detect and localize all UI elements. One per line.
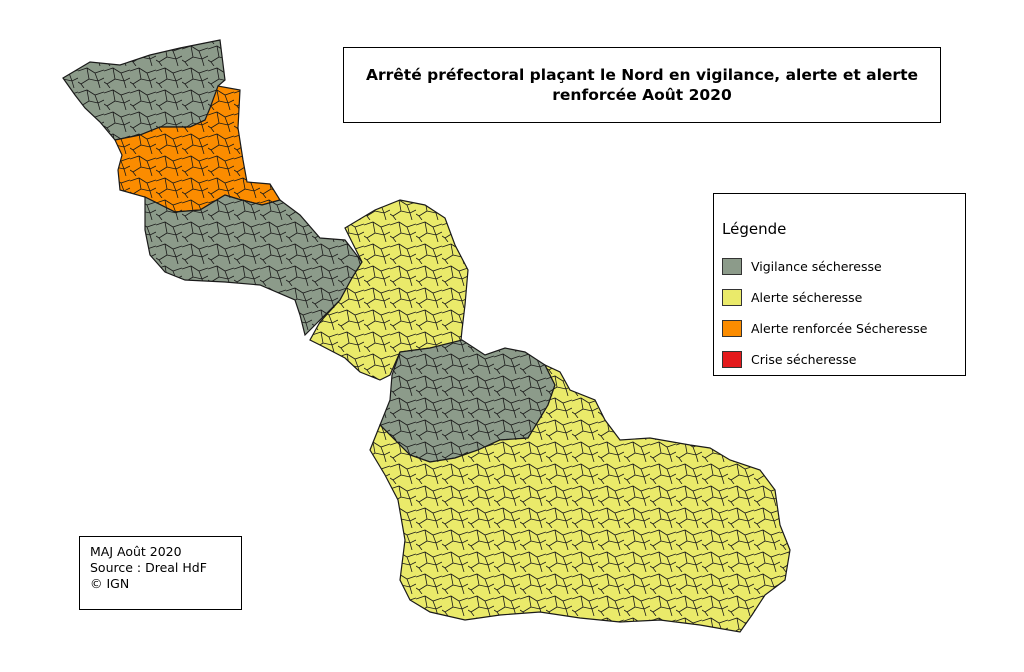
legend-swatch-alerte-renforcee [722,319,742,337]
legend-item-alerte: Alerte sécheresse [722,288,862,306]
legend-item-crise: Crise sécheresse [722,350,856,368]
legend-swatch-vigilance [722,257,742,275]
legend-label-alerte-renforcee: Alerte renforcée Sécheresse [751,320,928,336]
legend-label-vigilance: Vigilance sécheresse [751,258,882,274]
zone-communes-alerte-douaisis [310,200,468,380]
info-box: MAJ Août 2020 Source : Dreal HdF © IGN [79,536,242,610]
map-title-box: Arrêté préfectoral plaçant le Nord en vi… [343,47,941,123]
legend-swatch-crise [722,350,742,368]
map-title: Arrêté préfectoral plaçant le Nord en vi… [366,66,918,104]
zone-communes-vigilance-flandre [63,40,225,140]
legend-title: Légende [722,220,787,238]
legend-label-alerte: Alerte sécheresse [751,289,863,305]
legend-item-alerte-renforcee: Alerte renforcée Sécheresse [722,319,927,337]
zone-communes-vigilance-valenciennes [380,340,555,462]
legend: Légende Vigilance sécheresse Alerte séch… [713,193,966,376]
zone-communes-alerte-renforcee-lille [115,86,280,212]
legend-item-vigilance: Vigilance sécheresse [722,257,882,275]
zone-communes-vigilance-sud-lille [145,195,362,335]
source-text: Source : Dreal HdF [90,560,207,575]
zone-communes-alerte-cambresis-avesnois [370,365,790,632]
legend-label-crise: Crise sécheresse [751,351,857,367]
legend-swatch-alerte [722,288,742,306]
copyright-text: © IGN [90,576,130,591]
update-date: MAJ Août 2020 [90,544,182,559]
